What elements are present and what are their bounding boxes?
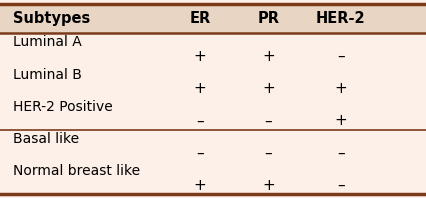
Text: +: + xyxy=(262,178,275,192)
Text: –: – xyxy=(337,145,345,160)
Text: +: + xyxy=(262,49,275,64)
Text: Subtypes: Subtypes xyxy=(13,11,90,26)
Text: HER-2: HER-2 xyxy=(316,11,366,26)
Bar xyxy=(0,4,426,33)
Text: +: + xyxy=(334,113,347,128)
Text: PR: PR xyxy=(257,11,279,26)
Text: Luminal B: Luminal B xyxy=(13,68,82,82)
Text: +: + xyxy=(194,178,207,192)
Text: –: – xyxy=(337,49,345,64)
Text: +: + xyxy=(194,49,207,64)
Text: +: + xyxy=(334,81,347,96)
Text: +: + xyxy=(194,81,207,96)
Bar xyxy=(0,33,426,194)
Text: –: – xyxy=(265,113,272,128)
Text: –: – xyxy=(337,178,345,192)
Text: +: + xyxy=(262,81,275,96)
Text: Normal breast like: Normal breast like xyxy=(13,164,140,178)
Text: Luminal A: Luminal A xyxy=(13,35,81,50)
Text: –: – xyxy=(196,145,204,160)
Text: Basal like: Basal like xyxy=(13,132,79,146)
Text: HER-2 Positive: HER-2 Positive xyxy=(13,100,112,114)
Text: ER: ER xyxy=(190,11,211,26)
Text: –: – xyxy=(265,145,272,160)
Text: –: – xyxy=(196,113,204,128)
